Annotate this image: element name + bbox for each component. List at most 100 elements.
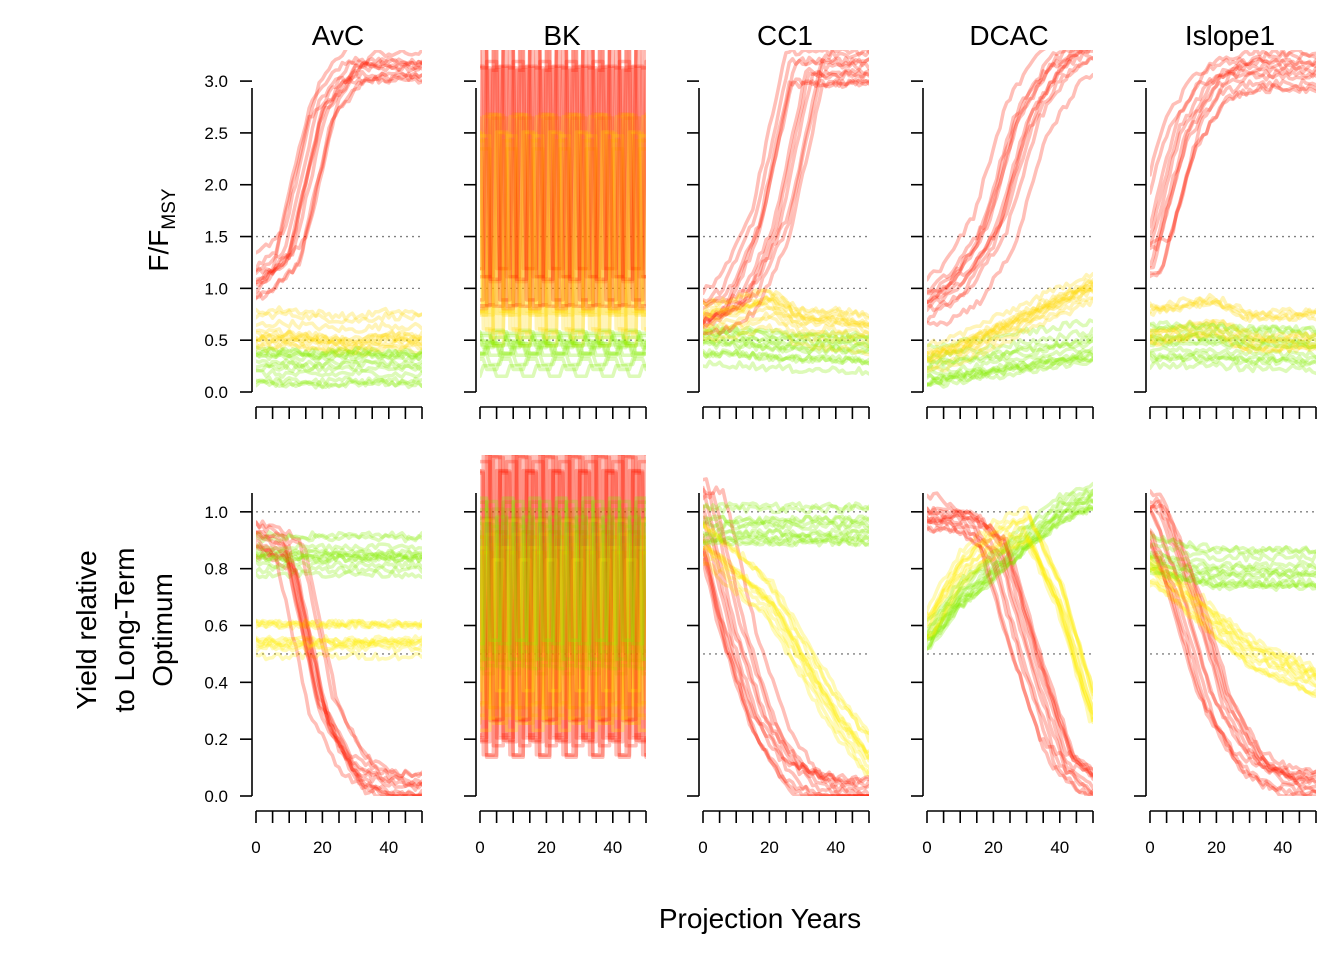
trajectory-line xyxy=(1150,570,1316,592)
trajectory-line xyxy=(256,636,422,648)
trajectory-line xyxy=(927,524,1093,796)
trajectory-line xyxy=(927,326,1093,360)
trajectory-line xyxy=(1150,562,1316,679)
trajectory-line xyxy=(480,147,646,348)
trajectory-line xyxy=(256,544,422,796)
trajectory-line xyxy=(256,50,348,255)
ylabel-yield-line2: to Long-Term xyxy=(109,548,140,713)
trajectory-line xyxy=(703,477,869,791)
trajectory-line xyxy=(703,515,869,796)
trajectory-line xyxy=(480,116,646,317)
trajectory-line xyxy=(256,55,422,275)
trajectory-line xyxy=(480,112,646,313)
trajectory-line xyxy=(1150,319,1316,344)
trajectory-line xyxy=(703,315,869,349)
x-tick-label: 40 xyxy=(379,838,398,857)
trajectory-line xyxy=(1150,534,1316,556)
trajectory-line xyxy=(480,468,646,757)
trajectory-line xyxy=(703,310,869,344)
y-tick-label: 0.0 xyxy=(204,787,228,806)
trajectory-line xyxy=(927,356,1093,388)
x-tick-label: 0 xyxy=(698,838,707,857)
trajectory-line xyxy=(256,351,422,364)
y-tick-label: 2.5 xyxy=(204,124,228,143)
trajectory-line xyxy=(927,512,1093,781)
trajectory-line xyxy=(256,57,422,272)
trajectory-line xyxy=(703,336,869,353)
trajectory-line xyxy=(480,518,646,693)
trajectory-line xyxy=(256,643,422,654)
trajectory-line xyxy=(480,500,646,647)
trajectory-line xyxy=(256,73,422,301)
trajectory-line xyxy=(927,356,1093,389)
trajectory-line xyxy=(927,532,1093,724)
trajectories xyxy=(480,50,646,378)
trajectory-line xyxy=(927,296,1093,374)
trajectory-line xyxy=(927,351,1093,387)
trajectory-line xyxy=(256,634,422,645)
trajectory-line xyxy=(703,521,869,743)
trajectory-line xyxy=(1150,325,1316,340)
trajectory-line xyxy=(927,504,1093,651)
trajectory-line xyxy=(256,529,422,788)
trajectory-line xyxy=(480,496,646,642)
trajectory-line xyxy=(480,542,646,717)
y-tick-label: 0.5 xyxy=(204,331,228,350)
panels: 0.00.51.01.52.02.53.00.00.20.40.60.81.00… xyxy=(204,50,1317,857)
trajectory-line xyxy=(927,514,1093,697)
trajectory-line xyxy=(703,558,869,777)
trajectory-line xyxy=(703,326,869,343)
trajectory-line xyxy=(256,340,422,356)
trajectory-line xyxy=(1150,336,1316,350)
trajectories xyxy=(480,455,646,759)
ylabel-ffmsy-sub: MSY xyxy=(159,188,180,230)
trajectory-line xyxy=(927,493,1093,639)
trajectory-line xyxy=(256,333,422,349)
trajectory-line xyxy=(703,552,869,769)
trajectory-line xyxy=(927,509,1093,777)
trajectory-line xyxy=(480,524,646,671)
trajectory-line xyxy=(480,364,646,378)
trajectory-line xyxy=(703,293,869,328)
trajectory-line xyxy=(256,618,422,630)
trajectory-line xyxy=(480,50,646,271)
trajectory-line xyxy=(1150,56,1316,177)
trajectory-line xyxy=(1150,552,1316,673)
trajectory-line xyxy=(256,620,422,631)
trajectory-line xyxy=(927,287,1093,363)
trajectory-line xyxy=(703,545,869,796)
trajectory-line xyxy=(480,507,646,654)
trajectory-line xyxy=(703,504,869,789)
trajectory-line xyxy=(1150,566,1316,590)
trajectory-line xyxy=(480,550,646,725)
trajectory-line xyxy=(1150,556,1316,677)
trajectory-line xyxy=(256,341,422,357)
trajectory-line xyxy=(1150,503,1316,791)
trajectories xyxy=(1150,50,1316,376)
trajectory-line xyxy=(1150,539,1316,796)
trajectory-line xyxy=(480,469,646,758)
trajectory-line xyxy=(927,505,1093,694)
trajectory-line xyxy=(256,530,422,790)
trajectory-line xyxy=(1150,563,1316,682)
trajectory-line xyxy=(927,50,1047,282)
trajectory-line xyxy=(256,533,422,792)
trajectory-line xyxy=(256,548,422,559)
trajectory-line xyxy=(703,520,869,531)
trajectory-line xyxy=(1150,292,1316,318)
y-tick-label: 0.6 xyxy=(204,617,228,636)
trajectory-line xyxy=(480,507,646,653)
trajectory-line xyxy=(1150,566,1316,590)
trajectory-line xyxy=(703,527,869,539)
trajectory-line xyxy=(703,326,869,343)
x-tick-label: 0 xyxy=(922,838,931,857)
trajectory-line xyxy=(927,54,1093,313)
trajectory-line xyxy=(703,485,869,796)
ylabel-yield: Yield relative to Long-Term Optimum xyxy=(71,548,178,713)
x-tick-label: 20 xyxy=(313,838,332,857)
trajectory-line xyxy=(480,499,646,646)
trajectory-line xyxy=(927,492,1093,639)
panel-title-dcac: DCAC xyxy=(969,20,1048,51)
trajectory-line xyxy=(703,348,869,366)
